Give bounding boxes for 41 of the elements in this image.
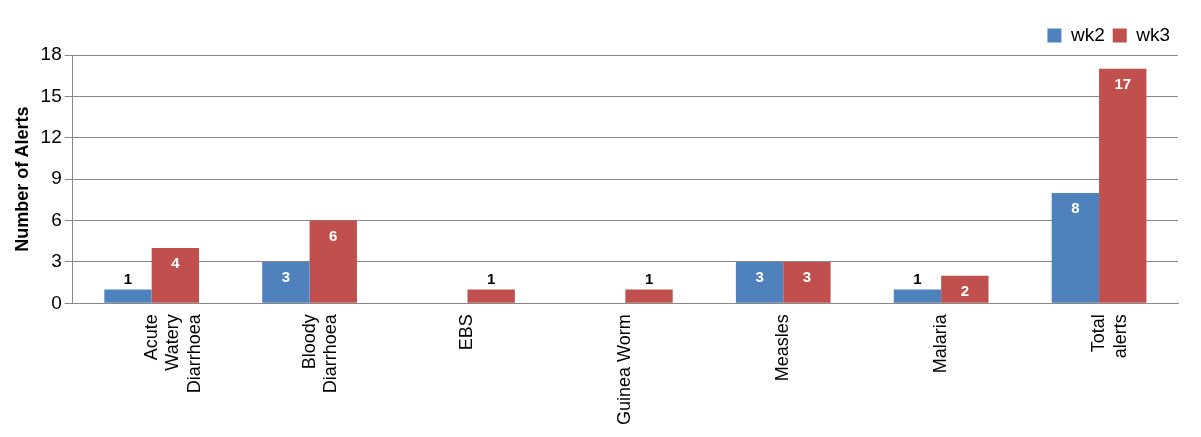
x-tick-label: EBS bbox=[456, 314, 477, 351]
data-label: 2 bbox=[960, 281, 970, 299]
data-label: 3 bbox=[755, 268, 764, 286]
data-label: 4 bbox=[171, 254, 181, 272]
bar bbox=[893, 289, 942, 303]
y-tick-label: 12 bbox=[40, 126, 62, 147]
bar bbox=[735, 261, 784, 303]
bar bbox=[941, 275, 989, 303]
x-tick-label: Guinea Worm bbox=[614, 314, 635, 426]
y-tick-label: 3 bbox=[51, 250, 62, 272]
bar bbox=[309, 220, 357, 303]
data-label: 17 bbox=[1114, 74, 1132, 92]
y-tick-label: 0 bbox=[51, 291, 62, 313]
bar bbox=[104, 289, 152, 303]
legend-label: wk2 bbox=[1069, 23, 1105, 45]
y-tick-label: 15 bbox=[40, 84, 62, 106]
data-label: 6 bbox=[329, 226, 338, 244]
x-tick-label: Bloody Diarrhoea bbox=[298, 313, 341, 394]
x-tick-label: Acute Watery Diarrhoea bbox=[140, 313, 204, 394]
bar bbox=[151, 248, 200, 303]
data-label: 1 bbox=[644, 269, 654, 287]
x-tick-label: Measles bbox=[772, 314, 793, 382]
data-label: 1 bbox=[913, 269, 922, 287]
data-label: 8 bbox=[1071, 199, 1080, 217]
bar bbox=[1051, 192, 1100, 303]
bar bbox=[783, 261, 831, 303]
data-label: 1 bbox=[123, 269, 133, 287]
legend-label: wk3 bbox=[1135, 23, 1171, 45]
bar bbox=[625, 289, 673, 303]
y-axis-title: Number of Alerts bbox=[11, 106, 32, 252]
x-tick-label: Total alerts bbox=[1088, 314, 1130, 359]
data-label: 3 bbox=[802, 268, 812, 286]
y-tick-label: 9 bbox=[51, 167, 62, 189]
y-tick-label: 6 bbox=[51, 208, 62, 230]
x-tick-label: Malaria bbox=[930, 313, 951, 374]
bar bbox=[1099, 68, 1147, 303]
bar bbox=[467, 289, 515, 303]
data-label: 3 bbox=[281, 268, 291, 286]
y-tick-label: 18 bbox=[40, 43, 62, 65]
bar bbox=[262, 261, 310, 303]
data-label: 1 bbox=[486, 269, 496, 287]
